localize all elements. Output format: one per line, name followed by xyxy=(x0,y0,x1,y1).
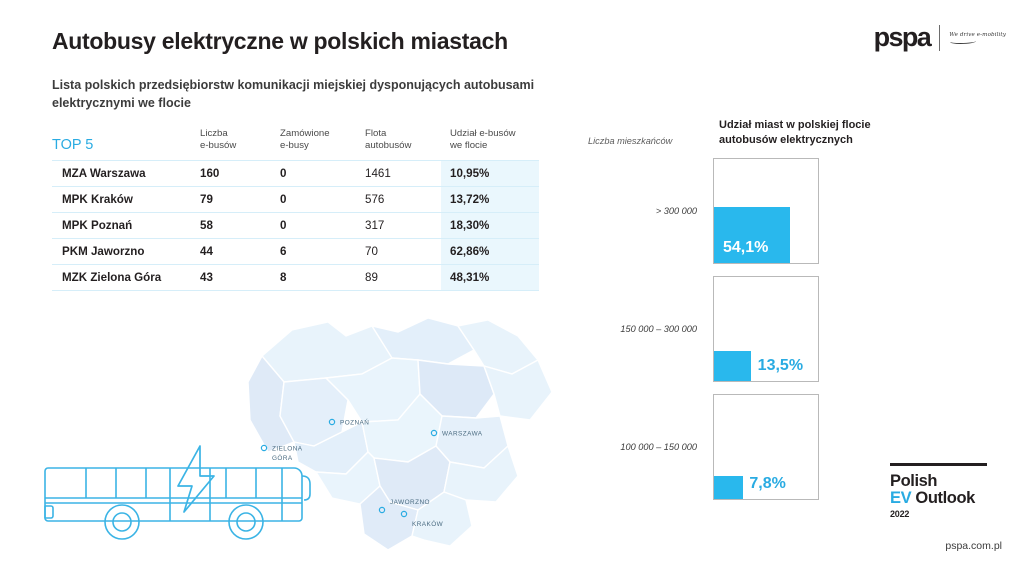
website-url[interactable]: pspa.com.pl xyxy=(945,540,1002,552)
operator-share: 10,95% xyxy=(441,159,539,187)
operator-ordered: 0 xyxy=(280,159,365,187)
brand-rule xyxy=(890,463,987,466)
page-title: Autobusy elektryczne w polskich miastach xyxy=(52,28,508,54)
operator-ordered: 8 xyxy=(280,263,365,291)
header-top5: TOP 5 xyxy=(52,136,94,153)
bus-hub-rear xyxy=(236,512,256,532)
operator-share: 13,72% xyxy=(441,185,539,213)
bar-row: 100 000 – 150 000 7,8% xyxy=(588,394,928,500)
header-fleet: Flota autobusów xyxy=(365,128,412,152)
operator-name: MPK Poznań xyxy=(52,211,200,239)
bar-category: 100 000 – 150 000 xyxy=(620,442,697,452)
operator-ebuses: 160 xyxy=(200,159,280,187)
header-ordered: Zamówione e-busy xyxy=(280,128,330,152)
electric-bus-illustration xyxy=(34,440,324,550)
operator-ordered: 0 xyxy=(280,211,365,239)
operator-ebuses: 79 xyxy=(200,185,280,213)
table-row: MPK Kraków 79 0 576 13,72% xyxy=(52,185,539,213)
chart-title: Udział miast w polskiej flocie autobusów… xyxy=(719,119,871,146)
city-label-gora: GÓRA xyxy=(272,453,293,462)
ebus-operators-table: TOP 5 Liczba e-busów Zamówione e-busy Fl… xyxy=(52,128,539,291)
table-row: MPK Poznań 58 0 317 18,30% xyxy=(52,211,539,239)
table-row: MZK Zielona Góra 43 8 89 48,31% xyxy=(52,263,539,291)
city-dot-warszawa xyxy=(430,429,438,437)
operator-ebuses: 43 xyxy=(200,263,280,291)
bar-value: 54,1% xyxy=(723,239,769,256)
bus-hub-front xyxy=(112,512,132,532)
pspa-logo: pspa We drive e-mobility xyxy=(874,24,1006,51)
operator-fleet: 89 xyxy=(365,263,441,291)
city-dot-poznan xyxy=(328,418,336,426)
logo-divider xyxy=(939,24,941,51)
bar-frame: 7,8% xyxy=(713,394,819,500)
operator-ebuses: 44 xyxy=(200,237,280,265)
brand-year: 2022 xyxy=(890,509,910,520)
operator-name: MZK Zielona Góra xyxy=(52,263,200,291)
city-dot-jaworzno xyxy=(378,506,386,514)
header-share: Udział e-busów we flocie xyxy=(450,128,516,152)
bus-panel xyxy=(44,505,54,519)
operator-fleet: 317 xyxy=(365,211,441,239)
pspa-tagline: We drive e-mobility xyxy=(949,31,1006,44)
city-label-krakow: KRAKÓW xyxy=(412,519,444,528)
city-label-zielona: ZIELONA xyxy=(272,446,303,453)
brand-outlook: Outlook xyxy=(911,488,975,507)
table-row: MZA Warszawa 160 0 1461 10,95% xyxy=(52,159,539,187)
operator-fleet: 1461 xyxy=(365,159,441,187)
bar-category: > 300 000 xyxy=(655,206,697,216)
city-label-jaworzno: JAWORZNO xyxy=(390,499,430,506)
bar-row: > 300 000 54,1% xyxy=(588,158,928,264)
table-row: PKM Jaworzno 44 6 70 62,86% xyxy=(52,237,539,265)
city-dot-zielona-gora xyxy=(260,444,268,452)
city-label-warszawa: WARSZAWA xyxy=(442,431,483,438)
operator-fleet: 576 xyxy=(365,185,441,213)
city-markers: POZNAŃ ZIELONA GÓRA WARSZAWA JAWORZNO KR… xyxy=(260,418,483,528)
brand-ev: EV xyxy=(890,488,912,507)
bar-value: 13,5% xyxy=(757,357,804,374)
bar-fill xyxy=(714,476,744,499)
bar-frame: 54,1% xyxy=(713,158,819,264)
brand-polish: Polish xyxy=(890,471,938,490)
bar-category: 150 000 – 300 000 xyxy=(620,324,697,334)
bar-fill xyxy=(714,206,790,263)
lightning-bolt-icon xyxy=(177,445,215,513)
city-share-chart: Udział miast w polskiej flocie autobusów… xyxy=(588,118,928,518)
bar-row: 150 000 – 300 000 13,5% xyxy=(588,276,928,382)
operator-name: MZA Warszawa xyxy=(52,159,200,187)
bar-value: 7,8% xyxy=(749,475,786,492)
operator-ordered: 6 xyxy=(280,237,365,265)
operator-name: PKM Jaworzno xyxy=(52,237,200,265)
header-ebuses: Liczba e-busów xyxy=(200,128,237,152)
city-label-poznan: POZNAŃ xyxy=(340,418,369,427)
bar-frame: 13,5% xyxy=(713,276,819,382)
bus-wheel-front xyxy=(104,504,140,540)
page-subtitle: Lista polskich przedsiębiorstw komunikac… xyxy=(52,78,535,111)
operator-ordered: 0 xyxy=(280,185,365,213)
operator-share: 48,31% xyxy=(441,263,539,291)
operator-fleet: 70 xyxy=(365,237,441,265)
table-header-row: TOP 5 Liczba e-busów Zamówione e-busy Fl… xyxy=(52,128,539,160)
chart-axis-label: Liczba mieszkańców xyxy=(588,136,673,146)
operator-share: 18,30% xyxy=(441,211,539,239)
pspa-wordmark: pspa xyxy=(873,22,932,52)
bar-fill xyxy=(714,350,752,381)
operator-name: MPK Kraków xyxy=(52,185,200,213)
brand-ev-outlook: EV Outlook xyxy=(890,488,1000,507)
map-regions xyxy=(247,317,553,551)
poland-map: POZNAŃ ZIELONA GÓRA WARSZAWA JAWORZNO KR… xyxy=(222,296,582,576)
operator-share: 62,86% xyxy=(441,237,539,265)
city-dot-krakow xyxy=(400,510,408,518)
polish-ev-outlook-logo: Polish EV Outlook 2022 xyxy=(890,463,1000,519)
bus-mirror xyxy=(301,475,311,501)
bus-wheel-rear xyxy=(228,504,264,540)
bus-body xyxy=(44,467,303,522)
operator-ebuses: 58 xyxy=(200,211,280,239)
